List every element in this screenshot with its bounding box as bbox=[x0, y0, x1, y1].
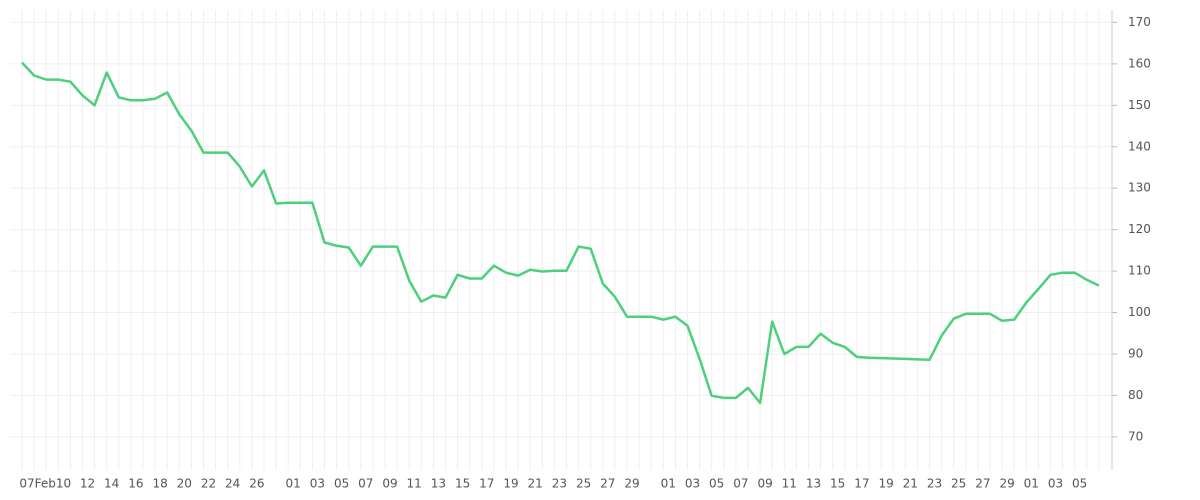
y-tick-label: 110 bbox=[1128, 264, 1151, 278]
x-tick-label: 21 bbox=[903, 477, 918, 491]
x-tick-label: 29 bbox=[624, 477, 639, 491]
x-tick-label: 11 bbox=[407, 477, 422, 491]
x-tick-label: 27 bbox=[600, 477, 615, 491]
x-tick-label: 27 bbox=[975, 477, 990, 491]
x-tick-label: 01 bbox=[1024, 477, 1039, 491]
x-tick-label: 23 bbox=[552, 477, 567, 491]
y-tick-label: 90 bbox=[1128, 346, 1143, 360]
x-tick-label: 17 bbox=[854, 477, 869, 491]
x-tick-label: 21 bbox=[528, 477, 543, 491]
x-tick-label: 03 bbox=[1048, 477, 1063, 491]
y-tick-label: 170 bbox=[1128, 15, 1151, 29]
y-tick-label: 150 bbox=[1128, 98, 1151, 112]
x-tick-label: 09 bbox=[382, 477, 397, 491]
x-tick-label: 09 bbox=[757, 477, 772, 491]
x-tick-label: 05 bbox=[334, 477, 349, 491]
x-tick-label: 17 bbox=[479, 477, 494, 491]
x-tick-label: 03 bbox=[310, 477, 325, 491]
y-tick-label: 160 bbox=[1128, 56, 1151, 70]
price-line bbox=[21, 61, 1100, 405]
x-tick-label: 22 bbox=[201, 477, 216, 491]
x-tick-label: 26 bbox=[249, 477, 264, 491]
x-tick-label: 18 bbox=[152, 477, 167, 491]
x-tick-label: 15 bbox=[830, 477, 845, 491]
x-tick-label: 16 bbox=[128, 477, 143, 491]
x-tick-label: 15 bbox=[455, 477, 470, 491]
y-tick-label: 80 bbox=[1128, 388, 1143, 402]
x-tick-label: 25 bbox=[951, 477, 966, 491]
x-tick-label: 05 bbox=[1072, 477, 1087, 491]
x-tick-label: 13 bbox=[431, 477, 446, 491]
y-tick-label: 120 bbox=[1128, 222, 1151, 236]
y-tick-label: 130 bbox=[1128, 181, 1151, 195]
x-tick-label: 11 bbox=[782, 477, 797, 491]
y-tick-label: 100 bbox=[1128, 305, 1151, 319]
x-tick-label: 05 bbox=[709, 477, 724, 491]
x-tick-label: 07 bbox=[733, 477, 748, 491]
x-tick-label: 03 bbox=[685, 477, 700, 491]
x-tick-label: 07 bbox=[19, 477, 34, 491]
x-tick-label: 14 bbox=[104, 477, 119, 491]
x-tick-label: 29 bbox=[999, 477, 1014, 491]
x-tick-label: 20 bbox=[177, 477, 192, 491]
x-tick-label: 01 bbox=[286, 477, 301, 491]
x-tick-label: 23 bbox=[927, 477, 942, 491]
x-tick-label: 07 bbox=[358, 477, 373, 491]
y-tick-label: 70 bbox=[1128, 429, 1143, 443]
x-tick-label: Feb bbox=[35, 477, 56, 491]
x-tick-label: 10 bbox=[56, 477, 71, 491]
x-tick-label: 01 bbox=[661, 477, 676, 491]
y-tick-label: 140 bbox=[1128, 139, 1151, 153]
x-tick-label: 12 bbox=[80, 477, 95, 491]
x-tick-label: 25 bbox=[576, 477, 591, 491]
x-tick-label: 24 bbox=[225, 477, 240, 491]
x-tick-label: 13 bbox=[806, 477, 821, 491]
x-tick-label: 19 bbox=[878, 477, 893, 491]
x-tick-label: 19 bbox=[503, 477, 518, 491]
